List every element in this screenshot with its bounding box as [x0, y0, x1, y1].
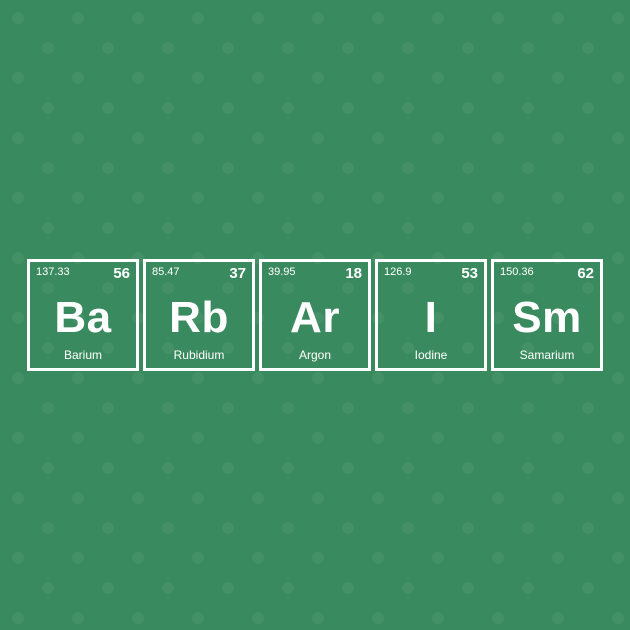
atomic-number: 56 [113, 265, 130, 282]
element-symbol: Ba [54, 296, 111, 340]
atomic-number: 18 [345, 265, 362, 282]
element-name: Barium [30, 348, 136, 362]
element-name: Samarium [494, 348, 600, 362]
atomic-number: 53 [461, 265, 478, 282]
atomic-number: 37 [229, 265, 246, 282]
element-name: Argon [262, 348, 368, 362]
element-symbol: Ar [290, 296, 340, 340]
element-symbol: Sm [512, 296, 581, 340]
element-tile-row: 137.33 56 Ba Barium 85.47 37 Rb Rubidium… [27, 259, 603, 371]
element-tile-barium: 137.33 56 Ba Barium [27, 259, 139, 371]
atomic-mass: 150.36 [500, 266, 534, 278]
element-symbol: I [425, 296, 438, 340]
atomic-mass: 126.9 [384, 266, 412, 278]
atomic-mass: 39.95 [268, 266, 296, 278]
atomic-mass: 137.33 [36, 266, 70, 278]
element-symbol: Rb [169, 296, 229, 340]
atomic-mass: 85.47 [152, 266, 180, 278]
element-tile-argon: 39.95 18 Ar Argon [259, 259, 371, 371]
atomic-number: 62 [577, 265, 594, 282]
element-tile-samarium: 150.36 62 Sm Samarium [491, 259, 603, 371]
element-tile-iodine: 126.9 53 I Iodine [375, 259, 487, 371]
element-tile-rubidium: 85.47 37 Rb Rubidium [143, 259, 255, 371]
element-name: Iodine [378, 348, 484, 362]
element-name: Rubidium [146, 348, 252, 362]
